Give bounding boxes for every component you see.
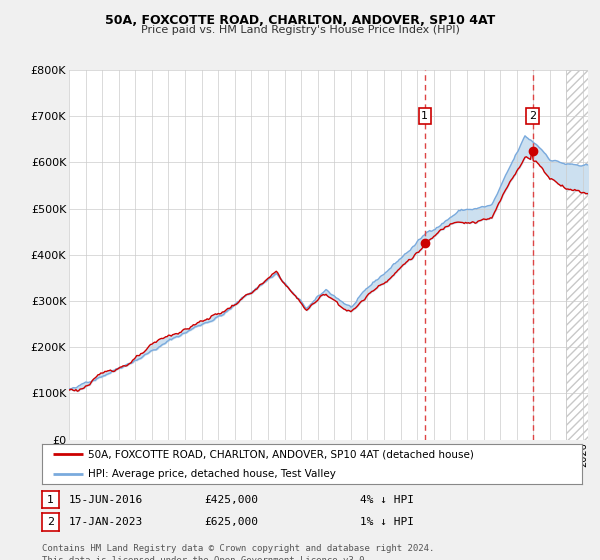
Text: Contains HM Land Registry data © Crown copyright and database right 2024.
This d: Contains HM Land Registry data © Crown c… bbox=[42, 544, 434, 560]
Text: Price paid vs. HM Land Registry's House Price Index (HPI): Price paid vs. HM Land Registry's House … bbox=[140, 25, 460, 35]
Text: 1: 1 bbox=[421, 111, 428, 121]
Text: £425,000: £425,000 bbox=[204, 494, 258, 505]
Text: £625,000: £625,000 bbox=[204, 517, 258, 527]
Text: 1% ↓ HPI: 1% ↓ HPI bbox=[360, 517, 414, 527]
Text: 2: 2 bbox=[529, 111, 536, 121]
Text: 1: 1 bbox=[47, 494, 54, 505]
Text: 50A, FOXCOTTE ROAD, CHARLTON, ANDOVER, SP10 4AT (detached house): 50A, FOXCOTTE ROAD, CHARLTON, ANDOVER, S… bbox=[88, 449, 474, 459]
Text: HPI: Average price, detached house, Test Valley: HPI: Average price, detached house, Test… bbox=[88, 469, 336, 479]
Bar bbox=[566, 70, 596, 440]
Text: 50A, FOXCOTTE ROAD, CHARLTON, ANDOVER, SP10 4AT: 50A, FOXCOTTE ROAD, CHARLTON, ANDOVER, S… bbox=[105, 14, 495, 27]
Text: 4% ↓ HPI: 4% ↓ HPI bbox=[360, 494, 414, 505]
Text: 17-JAN-2023: 17-JAN-2023 bbox=[69, 517, 143, 527]
Text: 15-JUN-2016: 15-JUN-2016 bbox=[69, 494, 143, 505]
Text: 2: 2 bbox=[47, 517, 54, 527]
